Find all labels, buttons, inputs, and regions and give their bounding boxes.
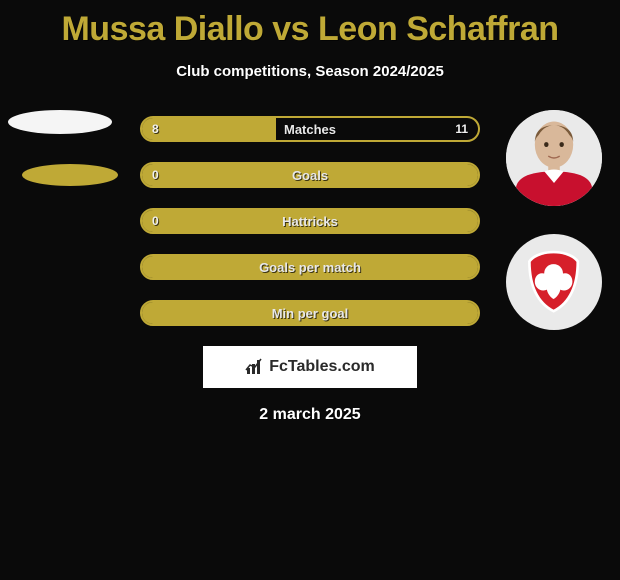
chart-icon	[245, 358, 265, 376]
stat-bar-goals: 0 Goals	[140, 162, 480, 188]
stat-value-right: 11	[455, 118, 468, 140]
left-player-ellipse-2	[22, 164, 118, 186]
stat-label: Goals per match	[142, 256, 478, 278]
stat-bar-min-per-goal: Min per goal	[140, 300, 480, 326]
right-player-avatar	[506, 110, 602, 206]
club-shield-icon	[520, 248, 587, 315]
subtitle: Club competitions, Season 2024/2025	[0, 63, 620, 80]
right-player-club-badge	[506, 234, 602, 330]
stat-label: Goals	[142, 164, 478, 186]
person-icon	[506, 110, 602, 206]
logo-text: FcTables.com	[269, 358, 375, 376]
left-player-ellipse-1	[8, 110, 112, 134]
comparison-content: 8 Matches 11 0 Goals 0 Hattricks Goals p…	[0, 110, 620, 424]
left-player-col	[8, 110, 118, 216]
fctables-logo: FcTables.com	[203, 346, 417, 388]
stat-label: Min per goal	[142, 302, 478, 324]
right-player-col	[506, 110, 602, 358]
stat-bar-goals-per-match: Goals per match	[140, 254, 480, 280]
page-title: Mussa Diallo vs Leon Schaffran	[0, 0, 620, 49]
stat-bars: 8 Matches 11 0 Goals 0 Hattricks Goals p…	[140, 110, 480, 424]
stat-label: Hattricks	[142, 210, 478, 232]
stat-bar-hattricks: 0 Hattricks	[140, 208, 480, 234]
stat-bar-matches: 8 Matches 11	[140, 116, 480, 142]
date-label: 2 march 2025	[140, 406, 480, 424]
stat-label: Matches	[142, 118, 478, 140]
